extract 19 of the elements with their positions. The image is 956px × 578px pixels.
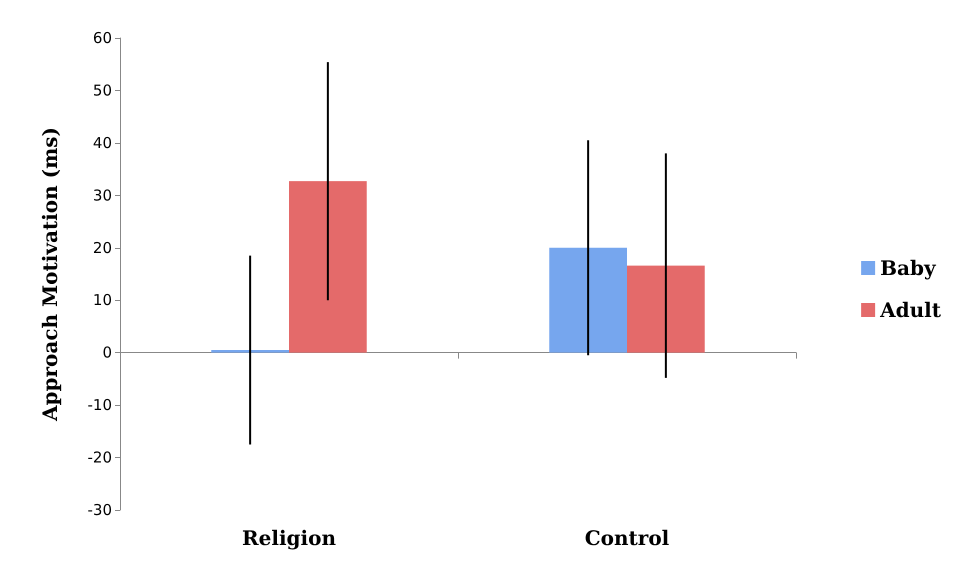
legend-label: Baby (880, 256, 937, 280)
y-tick-label: -10 (88, 396, 112, 414)
bar (627, 266, 705, 353)
y-tick-label: 10 (92, 291, 112, 310)
y-tick-label: 20 (92, 238, 112, 257)
bar (211, 350, 289, 353)
x-tick-label: Religion (242, 526, 336, 550)
y-tick-label: 0 (102, 344, 112, 362)
y-tick-label: -30 (88, 501, 112, 519)
legend-label: Adult (879, 298, 942, 322)
y-tick-label: 50 (92, 81, 112, 100)
bar (549, 248, 627, 353)
x-tick-label: Control (584, 526, 670, 550)
y-axis-title: Approach Motivation (ms) (38, 127, 62, 422)
y-tick-label: 30 (92, 186, 112, 204)
y-tick-label: -20 (88, 448, 112, 467)
y-tick-label: 40 (92, 134, 112, 152)
bar (289, 181, 367, 353)
y-tick-label: 60 (92, 29, 112, 47)
